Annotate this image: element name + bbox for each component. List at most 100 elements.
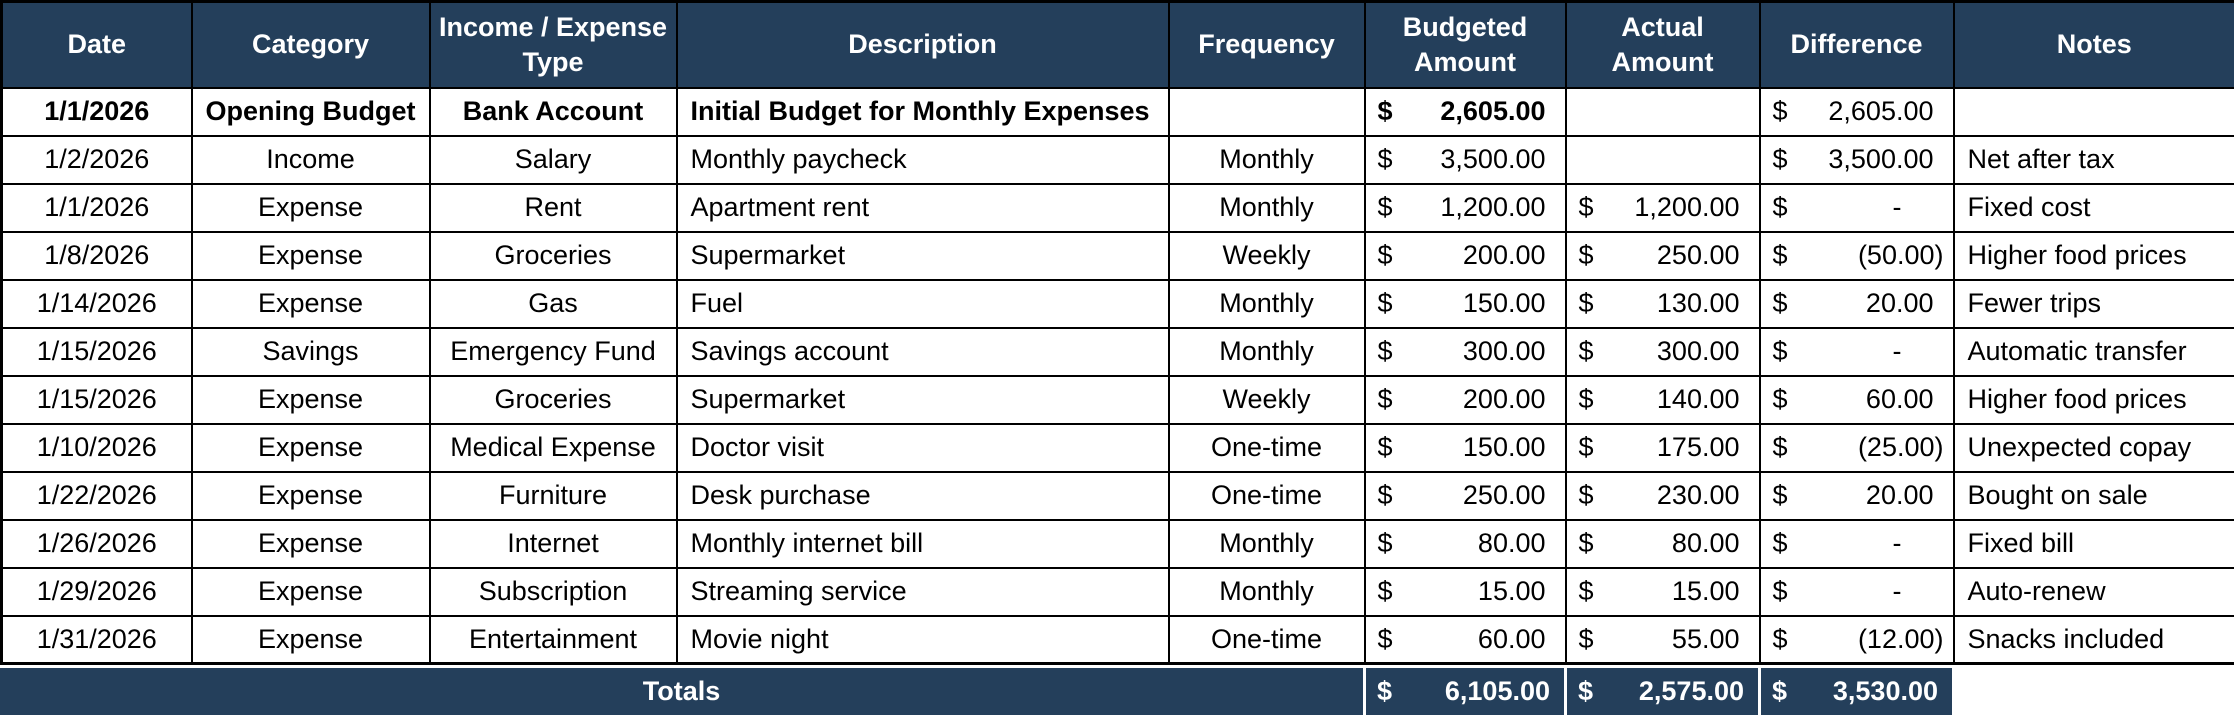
cell-description[interactable]: Supermarket [675, 374, 1170, 425]
cell-difference[interactable]: $ - [1758, 518, 1955, 569]
cell-budgeted[interactable]: $80.00 [1363, 518, 1567, 569]
cell-difference[interactable]: $ - [1758, 326, 1955, 377]
col-header-difference[interactable]: Difference [1758, 0, 1955, 89]
cell-description[interactable]: Supermarket [675, 230, 1170, 281]
cell-budgeted[interactable]: $300.00 [1363, 326, 1567, 377]
cell-difference[interactable]: $20.00 [1758, 470, 1955, 521]
cell-category[interactable]: Expense [190, 614, 431, 665]
cell-description[interactable]: Streaming service [675, 566, 1170, 617]
cell-category[interactable]: Expense [190, 470, 431, 521]
cell-frequency[interactable]: Monthly [1167, 134, 1366, 185]
cell-actual[interactable]: $130.00 [1564, 278, 1761, 329]
cell-frequency[interactable]: Weekly [1167, 374, 1366, 425]
cell-category[interactable]: Expense [190, 422, 431, 473]
cell-description[interactable]: Desk purchase [675, 470, 1170, 521]
cell-description[interactable]: Fuel [675, 278, 1170, 329]
cell-date[interactable]: 1/15/2026 [0, 326, 193, 377]
cell-category[interactable]: Expense [190, 518, 431, 569]
cell-type[interactable]: Gas [428, 278, 678, 329]
cell-budgeted[interactable]: $200.00 [1363, 230, 1567, 281]
cell-category[interactable]: Expense [190, 374, 431, 425]
cell-budgeted[interactable]: $15.00 [1363, 566, 1567, 617]
cell-actual[interactable]: $1,200.00 [1564, 182, 1761, 233]
cell-frequency[interactable]: Monthly [1167, 278, 1366, 329]
cell-date[interactable]: 1/14/2026 [0, 278, 193, 329]
cell-notes[interactable]: Snacks included [1952, 614, 2234, 665]
cell-actual[interactable]: $300.00 [1564, 326, 1761, 377]
totals-difference[interactable]: $3,530.00 [1761, 668, 1952, 715]
cell-description[interactable]: Initial Budget for Monthly Expenses [675, 86, 1170, 137]
cell-difference[interactable]: $ (12.00) [1758, 614, 1955, 665]
cell-date[interactable]: 1/22/2026 [0, 470, 193, 521]
col-header-category[interactable]: Category [190, 0, 431, 89]
cell-type[interactable]: Medical Expense [428, 422, 678, 473]
cell-type[interactable]: Salary [428, 134, 678, 185]
cell-notes[interactable]: Auto-renew [1952, 566, 2234, 617]
cell-frequency[interactable]: Monthly [1167, 182, 1366, 233]
cell-budgeted[interactable]: $3,500.00 [1363, 134, 1567, 185]
cell-type[interactable]: Rent [428, 182, 678, 233]
cell-category[interactable]: Income [190, 134, 431, 185]
cell-date[interactable]: 1/1/2026 [0, 182, 193, 233]
cell-difference[interactable]: $ - [1758, 182, 1955, 233]
cell-notes[interactable]: Unexpected copay [1952, 422, 2234, 473]
cell-actual[interactable]: $175.00 [1564, 422, 1761, 473]
cell-budgeted[interactable]: $150.00 [1363, 278, 1567, 329]
cell-frequency[interactable]: Monthly [1167, 518, 1366, 569]
cell-actual[interactable]: $15.00 [1564, 566, 1761, 617]
col-header-budgeted[interactable]: Budgeted Amount [1363, 0, 1567, 89]
col-header-date[interactable]: Date [0, 0, 193, 89]
cell-type[interactable]: Groceries [428, 374, 678, 425]
cell-difference[interactable]: $ (50.00) [1758, 230, 1955, 281]
cell-date[interactable]: 1/31/2026 [0, 614, 193, 665]
cell-notes[interactable]: Fewer trips [1952, 278, 2234, 329]
cell-date[interactable]: 1/29/2026 [0, 566, 193, 617]
cell-notes[interactable]: Higher food prices [1952, 374, 2234, 425]
cell-type[interactable]: Bank Account [428, 86, 678, 137]
cell-description[interactable]: Movie night [675, 614, 1170, 665]
cell-difference[interactable]: $2,605.00 [1758, 86, 1955, 137]
cell-category[interactable]: Expense [190, 182, 431, 233]
cell-date[interactable]: 1/1/2026 [0, 86, 193, 137]
cell-actual[interactable]: $140.00 [1564, 374, 1761, 425]
cell-type[interactable]: Entertainment [428, 614, 678, 665]
cell-frequency[interactable]: One-time [1167, 422, 1366, 473]
cell-notes[interactable]: Fixed cost [1952, 182, 2234, 233]
col-header-notes[interactable]: Notes [1952, 0, 2234, 89]
cell-difference[interactable]: $60.00 [1758, 374, 1955, 425]
cell-type[interactable]: Groceries [428, 230, 678, 281]
cell-frequency[interactable]: Monthly [1167, 566, 1366, 617]
cell-date[interactable]: 1/10/2026 [0, 422, 193, 473]
cell-category[interactable]: Expense [190, 566, 431, 617]
cell-category[interactable]: Savings [190, 326, 431, 377]
cell-category[interactable]: Expense [190, 230, 431, 281]
cell-budgeted[interactable]: $2,605.00 [1363, 86, 1567, 137]
totals-budgeted[interactable]: $6,105.00 [1366, 668, 1564, 715]
cell-frequency[interactable]: Weekly [1167, 230, 1366, 281]
cell-notes[interactable] [1952, 86, 2234, 137]
col-header-type[interactable]: Income / Expense Type [428, 0, 678, 89]
cell-frequency[interactable]: One-time [1167, 614, 1366, 665]
cell-notes[interactable]: Automatic transfer [1952, 326, 2234, 377]
cell-description[interactable]: Apartment rent [675, 182, 1170, 233]
cell-difference[interactable]: $20.00 [1758, 278, 1955, 329]
cell-notes[interactable]: Fixed bill [1952, 518, 2234, 569]
cell-budgeted[interactable]: $150.00 [1363, 422, 1567, 473]
cell-actual[interactable]: $250.00 [1564, 230, 1761, 281]
cell-description[interactable]: Monthly paycheck [675, 134, 1170, 185]
cell-notes[interactable]: Higher food prices [1952, 230, 2234, 281]
cell-actual[interactable]: $230.00 [1564, 470, 1761, 521]
cell-budgeted[interactable]: $60.00 [1363, 614, 1567, 665]
cell-category[interactable]: Expense [190, 278, 431, 329]
cell-date[interactable]: 1/2/2026 [0, 134, 193, 185]
cell-notes[interactable]: Net after tax [1952, 134, 2234, 185]
cell-actual[interactable]: $ [1564, 134, 1761, 185]
cell-notes[interactable]: Bought on sale [1952, 470, 2234, 521]
cell-description[interactable]: Monthly internet bill [675, 518, 1170, 569]
cell-budgeted[interactable]: $1,200.00 [1363, 182, 1567, 233]
cell-frequency[interactable] [1167, 86, 1366, 137]
cell-type[interactable]: Furniture [428, 470, 678, 521]
col-header-actual[interactable]: Actual Amount [1564, 0, 1761, 89]
cell-frequency[interactable]: Monthly [1167, 326, 1366, 377]
cell-frequency[interactable]: One-time [1167, 470, 1366, 521]
